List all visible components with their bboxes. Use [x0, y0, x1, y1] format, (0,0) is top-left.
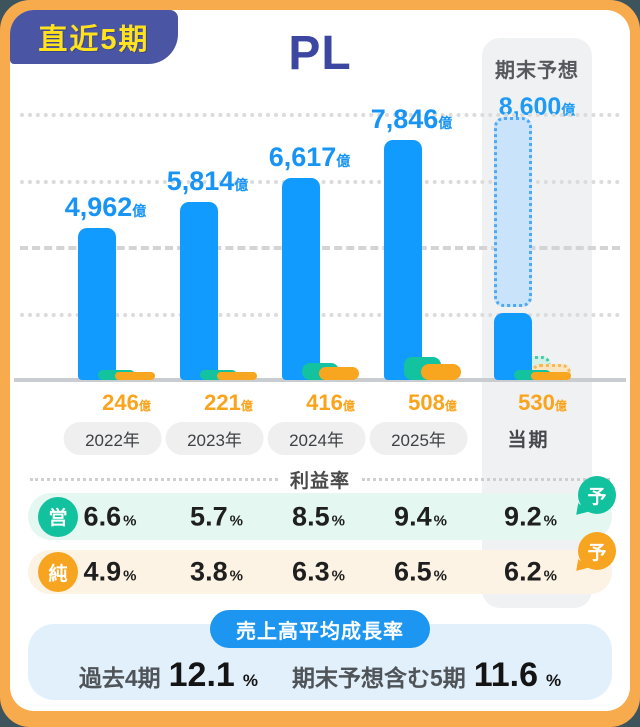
gridline-4 — [20, 313, 620, 317]
growth-item-incl-forecast: 期末予想含む5期 11.6 % — [292, 656, 561, 695]
growth-past4-label: 過去4期 — [78, 664, 161, 691]
net-profit-value: 221 — [204, 390, 241, 415]
divider-dots-right — [362, 478, 611, 481]
net-profit-value-label: 221億 — [204, 390, 253, 416]
net-profit-value-label: 530億 — [518, 390, 567, 416]
net-profit-bar — [114, 372, 155, 380]
net-row-icon: 純 — [38, 552, 78, 592]
net-profit-value-label: 508億 — [408, 390, 457, 416]
net-forecast-badge: 予 — [578, 532, 616, 570]
gridline-2 — [20, 180, 620, 184]
x-axis-baseline — [14, 378, 626, 382]
net-margin-value: 6.2% — [504, 556, 557, 587]
operating-margin-value: 6.6% — [83, 501, 137, 531]
net-profit-value: 508 — [408, 390, 445, 415]
net-margin-value: 3.8% — [190, 556, 243, 587]
operating-forecast-badge: 予 — [578, 476, 616, 514]
net-profit-unit: 億 — [444, 399, 457, 413]
recent-periods-badge-label: 直近5期 — [38, 24, 150, 56]
net-profit-value-label: 416億 — [306, 390, 355, 416]
category-label: 2023年 — [165, 422, 264, 455]
revenue-value-label: 7,846億 — [371, 104, 453, 135]
operating-margin-value: 8.5% — [292, 501, 345, 531]
growth-incl-forecast-label: 期末予想含む5期 — [291, 664, 466, 691]
category-label: 2022年 — [63, 422, 162, 455]
revenue-bar — [179, 202, 218, 380]
net-profit-bar — [530, 372, 571, 380]
growth-past4-unit: % — [242, 670, 258, 690]
growth-incl-forecast-value: 11.6 — [473, 655, 539, 694]
forecast-panel-title: 期末予想 — [495, 60, 579, 82]
net-margin-value: 6.3% — [292, 556, 345, 587]
growth-past4-value: 12.1 — [168, 655, 235, 694]
net-profit-value: 246 — [102, 390, 139, 415]
growth-rate-content: 過去4期 12.1 % 期末予想含む5期 11.6 % — [28, 650, 612, 700]
revenue-value: 7,846 — [370, 104, 439, 134]
revenue-bar — [383, 140, 422, 380]
revenue-unit: 億 — [438, 115, 453, 131]
page-title: PL — [288, 27, 352, 80]
bar-chart: 4,962億 246億 2022年 5,814億 221億 2023年 6,617億 416億… — [10, 10, 630, 711]
growth-item-past4: 過去4期 12.1 % — [79, 656, 258, 695]
revenue-bar — [493, 313, 532, 380]
growth-incl-forecast-unit: % — [546, 670, 562, 690]
operating-row-icon: 営 — [38, 496, 78, 537]
category-label: 2024年 — [267, 422, 366, 455]
growth-rate-title-pill: 売上高平均成長率 — [210, 610, 430, 648]
net-profit-value: 416 — [306, 390, 343, 415]
net-profit-unit: 億 — [342, 399, 355, 413]
revenue-value: 6,617 — [268, 142, 337, 172]
net-profit-value: 530 — [518, 390, 555, 415]
growth-rate-panel: 売上高平均成長率 過去4期 12.1 % 期末予想含む5期 11.6 % — [28, 610, 612, 700]
net-profit-bar — [318, 367, 359, 380]
revenue-value-label: 4,962億 — [65, 192, 147, 223]
divider-dots-left — [30, 478, 278, 481]
revenue-unit: 億 — [336, 153, 351, 169]
net-profit-unit: 億 — [138, 399, 151, 413]
operating-margin-row: 営 6.6% 5.7% 8.5% 9.4% 9.2% — [28, 493, 612, 540]
operating-margin-value: 5.7% — [190, 501, 243, 531]
net-margin-value: 4.9% — [83, 556, 137, 587]
revenue-value-label: 5,814億 — [167, 166, 249, 197]
category-label: 当期 — [507, 430, 550, 451]
net-profit-bar — [420, 364, 461, 380]
operating-margin-value: 9.4% — [394, 501, 447, 531]
revenue-value: 4,962 — [64, 192, 133, 222]
gridline-1 — [20, 113, 620, 117]
gridline-3-dashed — [20, 246, 620, 250]
operating-margin-value: 9.2% — [504, 501, 557, 531]
revenue-value: 5,814 — [166, 166, 235, 196]
net-margin-row: 純 4.9% 3.8% 6.3% 6.5% 6.2% — [28, 550, 612, 594]
profit-margin-header: 利益率 — [290, 471, 351, 492]
recent-periods-badge: 直近5期 — [10, 10, 178, 64]
net-profit-unit: 億 — [240, 399, 253, 413]
net-profit-value-label: 246億 — [102, 390, 151, 416]
revenue-unit: 億 — [132, 203, 147, 219]
net-profit-bar — [216, 372, 257, 380]
net-margin-value: 6.5% — [394, 556, 447, 587]
net-profit-unit: 億 — [554, 399, 567, 413]
category-label: 2025年 — [369, 422, 468, 455]
revenue-bar — [281, 178, 320, 380]
forecast-revenue-bar — [493, 117, 532, 307]
revenue-unit: 億 — [234, 177, 249, 193]
pl-card: 直近5期 PL 期末予想 8,600億 4,962億 246億 2022年 5,814… — [10, 10, 630, 711]
profit-margin-divider: 利益率 — [30, 466, 611, 493]
revenue-value-label: 6,617億 — [269, 142, 351, 173]
revenue-bar — [77, 228, 116, 380]
